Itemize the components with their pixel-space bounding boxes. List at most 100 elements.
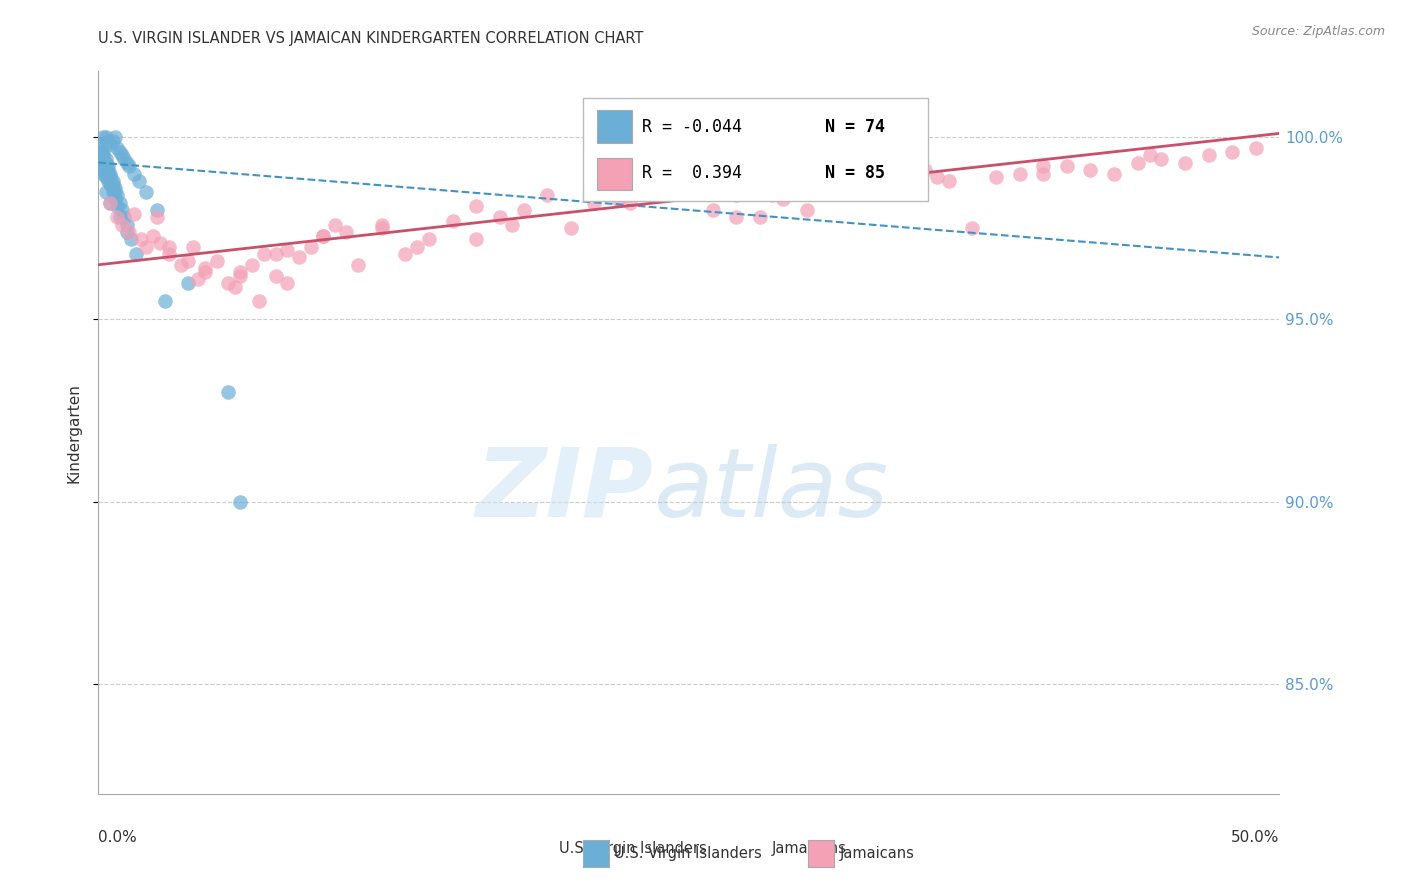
Y-axis label: Kindergarten: Kindergarten: [66, 383, 82, 483]
Point: [702, 202, 724, 217]
Text: U.S. Virgin Islanders: U.S. Virgin Islanders: [614, 847, 762, 861]
Point: [654, 181, 676, 195]
Point: [108, 195, 131, 210]
FancyBboxPatch shape: [583, 98, 928, 201]
Point: [181, 239, 204, 253]
Point: [170, 258, 193, 272]
Point: [91, 155, 114, 169]
Bar: [598, 111, 631, 144]
Bar: [598, 158, 631, 190]
Point: [844, 178, 866, 192]
Point: [98, 195, 121, 210]
Point: [501, 218, 523, 232]
Point: [122, 207, 145, 221]
Point: [925, 170, 948, 185]
Point: [104, 130, 127, 145]
Point: [91, 152, 114, 166]
Point: [371, 221, 394, 235]
Text: N = 74: N = 74: [824, 118, 884, 136]
Point: [98, 170, 121, 185]
Point: [98, 195, 121, 210]
Point: [630, 178, 652, 192]
Point: [97, 170, 120, 185]
Point: [194, 261, 217, 276]
Text: 50.0%: 50.0%: [1232, 830, 1279, 845]
Point: [335, 225, 357, 239]
Point: [135, 185, 157, 199]
Point: [607, 192, 630, 206]
Point: [115, 218, 138, 232]
Point: [101, 174, 124, 188]
Point: [312, 228, 335, 243]
Point: [94, 185, 117, 199]
Point: [94, 167, 117, 181]
Point: [264, 268, 287, 283]
Point: [157, 239, 180, 253]
Point: [217, 385, 239, 400]
Text: atlas: atlas: [654, 444, 889, 537]
Point: [157, 247, 180, 261]
Point: [1126, 155, 1149, 169]
Point: [112, 211, 135, 225]
Point: [748, 211, 770, 225]
Point: [128, 174, 150, 188]
Point: [371, 218, 394, 232]
Point: [111, 218, 134, 232]
Point: [129, 232, 152, 246]
Point: [98, 178, 121, 192]
Point: [394, 247, 416, 261]
Point: [678, 185, 700, 199]
Point: [1032, 167, 1054, 181]
Text: R =  0.394: R = 0.394: [643, 164, 742, 182]
Point: [229, 495, 252, 509]
Point: [115, 225, 138, 239]
Point: [489, 211, 512, 225]
Point: [276, 276, 298, 290]
Point: [90, 148, 112, 162]
Point: [619, 195, 641, 210]
Point: [91, 130, 114, 145]
Point: [118, 159, 141, 173]
Point: [121, 232, 143, 246]
Point: [94, 170, 117, 185]
Point: [323, 218, 346, 232]
Point: [142, 228, 165, 243]
Point: [146, 211, 169, 225]
Point: [94, 159, 117, 173]
Point: [866, 185, 889, 199]
Point: [94, 155, 117, 169]
Point: [194, 265, 217, 279]
Point: [288, 251, 311, 265]
Point: [105, 211, 128, 225]
Point: [108, 211, 131, 225]
Point: [1174, 155, 1197, 169]
Text: U.S. Virgin Islanders: U.S. Virgin Islanders: [560, 840, 707, 855]
Point: [90, 141, 112, 155]
Point: [149, 235, 172, 250]
Point: [97, 162, 120, 177]
Point: [105, 188, 128, 202]
Point: [224, 279, 246, 293]
Point: [94, 162, 117, 177]
Point: [105, 141, 128, 155]
Point: [108, 145, 131, 159]
Point: [205, 254, 228, 268]
Point: [177, 254, 200, 268]
Point: [101, 185, 124, 199]
Point: [91, 162, 114, 177]
Point: [560, 221, 582, 235]
Point: [135, 239, 157, 253]
Point: [1032, 159, 1054, 173]
Text: N = 85: N = 85: [824, 164, 884, 182]
Text: Jamaicans: Jamaicans: [839, 847, 914, 861]
Point: [264, 247, 287, 261]
Point: [761, 188, 783, 202]
Point: [90, 155, 112, 169]
Point: [583, 181, 606, 195]
Point: [90, 152, 112, 166]
Point: [253, 247, 276, 261]
Text: R = -0.044: R = -0.044: [643, 118, 742, 136]
Point: [125, 247, 148, 261]
Point: [276, 243, 298, 257]
Point: [406, 239, 429, 253]
